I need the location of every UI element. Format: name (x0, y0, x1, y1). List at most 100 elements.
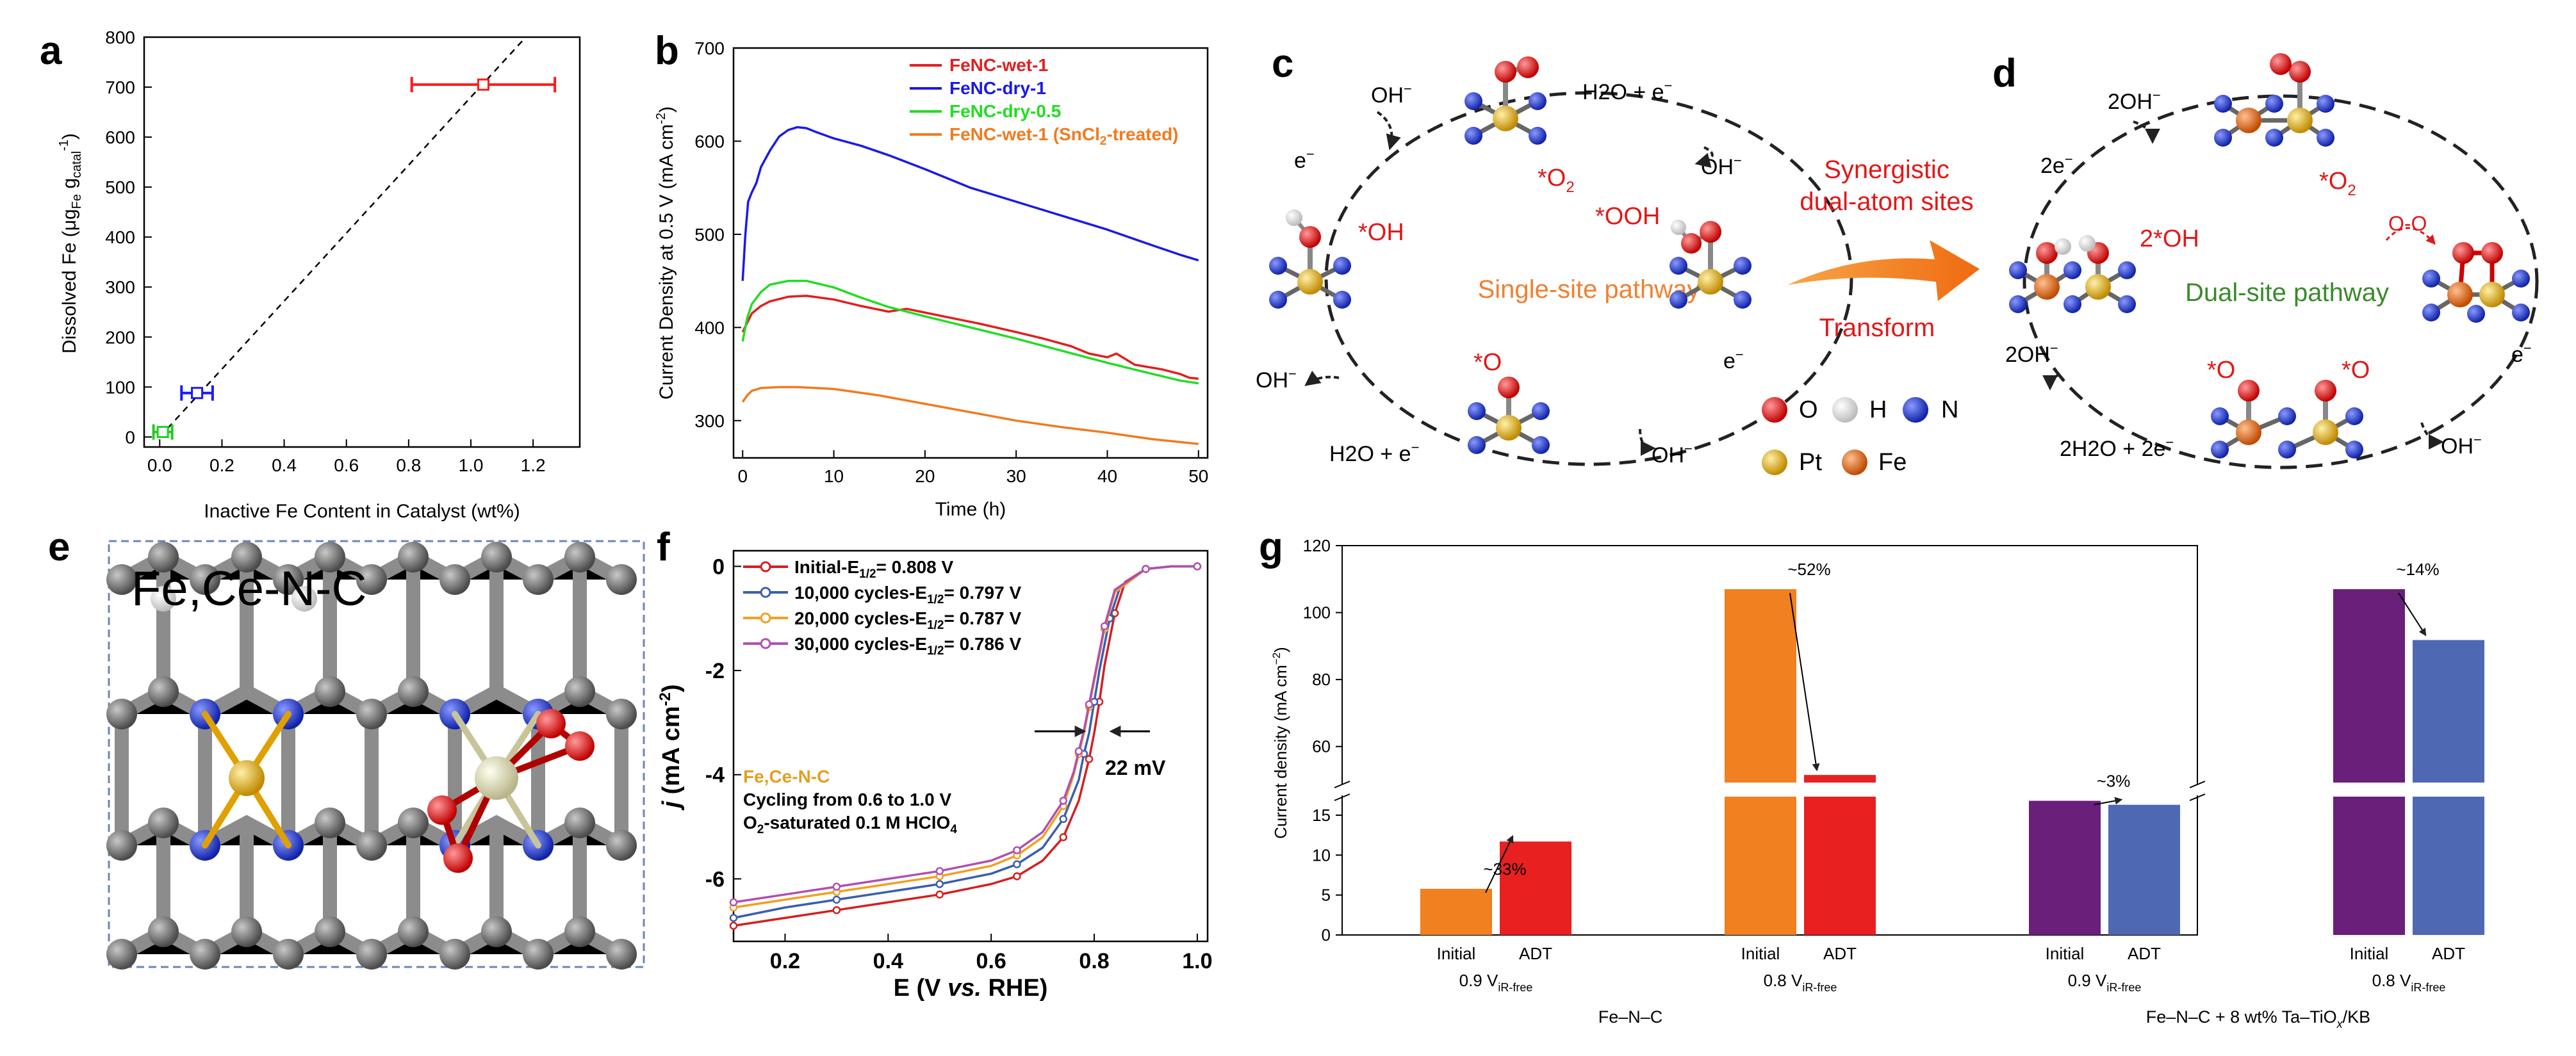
c-label-oh-right: OH− (1701, 152, 1742, 179)
f-point-1 (729, 914, 738, 922)
panel-f-note-line2: O2-saturated 0.1 M HClO4 (743, 813, 957, 836)
fe-atom (229, 760, 265, 796)
g-ytick-label: 80 (1312, 670, 1331, 689)
f-xtick-label: 0.8 (1079, 949, 1109, 973)
f-point-0 (935, 890, 944, 899)
molecule-o2-d (2214, 53, 2334, 147)
a-xtick-label: 1.0 (459, 455, 484, 475)
transform-arrow-shape (1787, 240, 1980, 301)
species-o-c: *O (1473, 349, 1502, 376)
molecule-o2-c (1464, 56, 1546, 145)
f-point-1 (1013, 860, 1021, 868)
a-ytick-label: 500 (105, 177, 135, 197)
f-point-0 (1059, 833, 1068, 841)
species-o2-d: *O2 (2319, 168, 2356, 199)
f-point-3 (832, 882, 841, 891)
g-bar-label-adt: ADT (1519, 944, 1552, 963)
panel-label-f: f (657, 525, 670, 569)
panel-f-ylabel: j (mA cm-2) (657, 684, 685, 811)
d-arrow-3 (2420, 422, 2444, 450)
g-bar-initial-3 (2333, 589, 2405, 935)
g-pct-label-3: ~14% (2396, 560, 2439, 579)
panel-label-c: c (1272, 42, 1293, 86)
g-voltage-label: 0.9 ViR-free (2068, 971, 2142, 994)
panel-c-schematic: Single-site pathway *O2 *OH (1256, 56, 1853, 467)
g-ytick-label: 5 (1322, 886, 1331, 905)
b-xtick-label: 30 (1006, 466, 1026, 486)
f-series-line-3 (733, 565, 1197, 904)
legend-text-dry1: FeNC-dry-1 (949, 78, 1046, 98)
b-series-line-0 (741, 295, 1199, 380)
g-ytick-label: 60 (1312, 737, 1331, 756)
atom-h-icon (1832, 397, 1858, 423)
c-label-h2oe-bot: H2O + e− (1329, 439, 1419, 466)
g-pct-label-0: ~33% (1483, 859, 1526, 879)
panel-f-ticks: 0.2 0.4 0.6 0.8 1.0 0 -2 -4 -6 (705, 555, 1213, 973)
panel-b-xlabel: Time (h) (935, 499, 1006, 520)
g-break-mark (1334, 793, 1350, 801)
molecule-ooh-c (1669, 220, 1752, 309)
c-label-e-left: e− (1294, 146, 1315, 173)
g-drop-arrow-0 (1485, 834, 1514, 893)
panel-f-chart: 0.2 0.4 0.6 0.8 1.0 0 -2 -4 -6 Initial-E1/2= 0.8… (657, 549, 1213, 1002)
molecule-oh-c (1269, 209, 1351, 309)
atom-n-label: N (1941, 396, 1958, 423)
legend-text-sncl2: FeNC-wet-1 (SnCl2-treated) (949, 124, 1179, 148)
b-ytick-label: 400 (694, 318, 725, 337)
atom-pt-label: Pt (1799, 449, 1822, 476)
c-arrow-1 (1376, 111, 1401, 150)
species-o2-c: *O2 (1538, 165, 1575, 196)
g-bar-label-initial: Initial (2046, 944, 2085, 963)
a-ytick-label: 0 (125, 427, 135, 447)
a-xtick-label: 0.8 (396, 455, 421, 475)
c-label-h2oe-top: H2O + e− (1582, 77, 1672, 104)
a-ytick-label: 800 (105, 28, 135, 47)
g-bar-label-initial: Initial (1741, 944, 1780, 963)
b-xtick-label: 40 (1097, 466, 1117, 486)
f-point-3 (1013, 846, 1021, 854)
a-xtick-label: 1.2 (521, 455, 546, 475)
d-label-2e: 2e− (2040, 151, 2073, 178)
f-xtick-label: 0.2 (770, 949, 800, 973)
b-series-line-3 (741, 386, 1199, 445)
a-ytick-label: 600 (105, 127, 135, 147)
atom-o-icon (1762, 397, 1787, 423)
g-bar-adt-0 (1500, 841, 1571, 935)
a-xtick-label: 0.2 (209, 455, 234, 475)
panel-f-plot (729, 562, 1202, 930)
b-xtick-label: 20 (915, 466, 935, 486)
g-pct-label-2: ~3% (2097, 771, 2131, 790)
f-point-0 (729, 922, 738, 930)
f-point-3 (1074, 747, 1083, 756)
a-point-1 (191, 387, 204, 400)
g-voltage-label: 0.8 ViR-free (1764, 971, 1837, 994)
species-2oh-d: 2*OH (2140, 225, 2199, 252)
panel-a-ylabel: Dissolved Fe (μgFe gcatal-1) (57, 133, 84, 353)
f-point-3 (935, 866, 944, 875)
a-ytick-label: 300 (105, 277, 135, 297)
species-oo-d: O-O (2388, 212, 2427, 235)
atom-h-label: H (1869, 396, 1887, 423)
panel-f-legend: Initial-E1/2= 0.808 V 10,000 cycles-E1/2… (743, 557, 1021, 658)
d-label-2h2o: 2H2O + 2e− (2060, 434, 2174, 461)
f-xtick-label: 1.0 (1182, 949, 1212, 973)
g-voltage-label: 0.8 ViR-free (2372, 971, 2446, 994)
g-break-mark (1334, 781, 1350, 788)
legend-f-marker-0 (760, 561, 771, 573)
panel-a-frame (143, 36, 581, 448)
g-bar-label-adt: ADT (2432, 944, 2465, 963)
g-bar-adt-2 (2108, 804, 2180, 935)
g-bar-break-initial-0 (1419, 783, 1493, 797)
panel-f-xlabel: E (V vs. RHE) (894, 975, 1048, 1002)
panel-label-g: g (1259, 525, 1283, 569)
g-bar-break-initial-1 (1723, 783, 1798, 797)
g-voltage-label: 0.9 ViR-free (1459, 971, 1533, 994)
g-ytick-label: 0 (1322, 925, 1331, 945)
panel-f-frame (732, 549, 1209, 943)
legend-text-wet1: FeNC-wet-1 (949, 55, 1048, 75)
legend-f-text-3: 30,000 cycles-E1/2= 0.786 V (794, 634, 1021, 658)
f-point-1 (935, 880, 944, 888)
a-point-0 (156, 426, 169, 439)
panel-b-legend: FeNC-wet-1 FeNC-dry-1 FeNC-dry-0.5 FeNC-… (910, 55, 1179, 148)
species-o-d-2: *O (2342, 357, 2370, 384)
